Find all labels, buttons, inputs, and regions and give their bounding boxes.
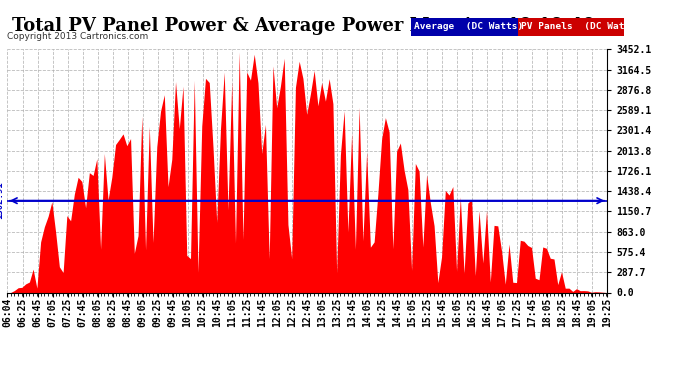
Text: Copyright 2013 Cartronics.com: Copyright 2013 Cartronics.com xyxy=(7,32,148,41)
Text: Average  (DC Watts): Average (DC Watts) xyxy=(414,22,523,31)
Text: Total PV Panel Power & Average Power Mon Aug 19 19:40: Total PV Panel Power & Average Power Mon… xyxy=(12,17,595,35)
Text: PV Panels  (DC Watts): PV Panels (DC Watts) xyxy=(521,22,642,31)
Text: 1302.91: 1302.91 xyxy=(0,182,4,219)
